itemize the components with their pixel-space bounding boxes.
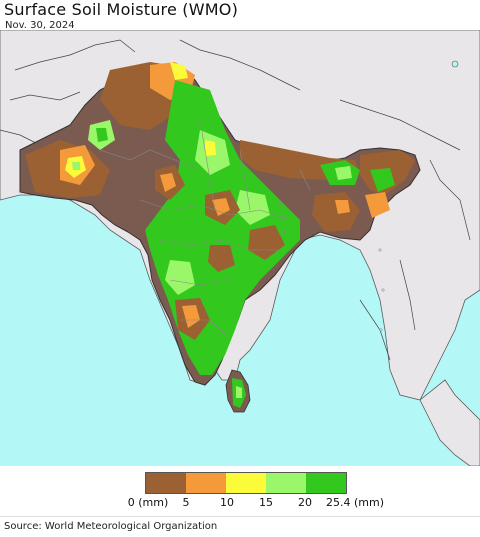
state-borders [99,119,311,336]
legend-tick-2: 10 [220,496,234,509]
legend-swatch-3 [266,473,306,493]
legend-ticks: 0 (mm) 5 10 15 20 25.4 (mm) [0,496,480,510]
island [381,288,385,292]
land-east-coast [419,379,480,466]
legend-tick-4: 20 [298,496,312,509]
legend-tick-5: 25.4 (mm) [325,496,385,509]
moisture-patches [25,62,415,408]
legend-swatch-2 [226,473,266,493]
island [451,60,459,68]
soil-moisture-map [0,30,480,466]
legend-tick-3: 15 [259,496,273,509]
border-lines [0,39,471,361]
island [379,328,383,332]
legend-swatch-4 [306,473,346,493]
legend-swatch-0 [146,473,186,493]
legend-tick-1: 5 [182,496,190,509]
island [378,248,382,252]
page-title: Surface Soil Moisture (WMO) [4,0,239,19]
legend-colorbar [145,472,347,494]
source-footer: Source: World Meteorological Organizatio… [0,516,480,537]
legend-tick-0: 0 (mm) [127,496,169,509]
map-date: Nov. 30, 2024 [5,20,75,31]
legend-swatch-1 [186,473,226,493]
source-text: Source: World Meteorological Organizatio… [4,521,218,532]
